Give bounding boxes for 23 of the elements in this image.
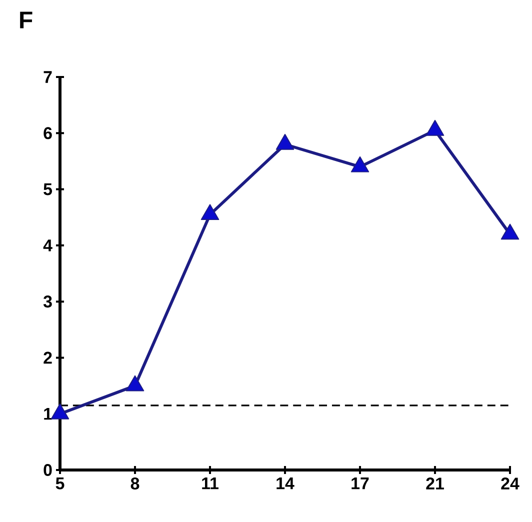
y-tick-label: 6 — [44, 127, 52, 140]
y-tick-label: 0 — [44, 464, 52, 476]
y-tick-label: 2 — [44, 352, 52, 364]
point — [200, 204, 220, 220]
y-tick-label: 7 — [44, 71, 52, 83]
x-tick-label: 8 — [130, 478, 140, 490]
point — [276, 134, 294, 150]
y-tick-label: 5 — [44, 183, 52, 196]
x-tick-label: 24 — [501, 478, 520, 490]
point — [126, 375, 144, 392]
point — [500, 224, 520, 240]
y-tick-label: 1 — [44, 408, 52, 420]
point — [50, 403, 70, 420]
x-tick-label: 14 — [276, 478, 294, 490]
x-tick-label: 17 — [352, 478, 369, 490]
y-tick-label: 3 — [43, 296, 52, 308]
x-tick-label: 21 — [426, 478, 444, 490]
point — [350, 156, 370, 172]
x-tick-label: 5 — [56, 478, 64, 490]
y-tick-label: 4 — [43, 240, 52, 252]
point — [426, 120, 444, 136]
x-tick-label: 11 — [202, 478, 218, 490]
chart-title: F — [20, 12, 32, 28]
